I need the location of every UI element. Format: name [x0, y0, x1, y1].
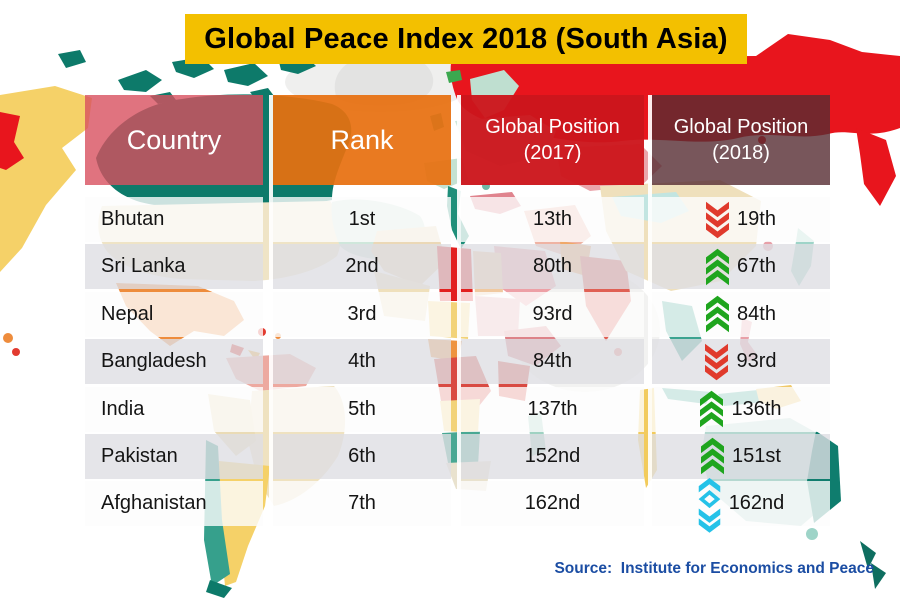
table-row: Afghanistan 7th 162nd 162nd	[0, 477, 900, 533]
position-2018-cell: 19th	[652, 197, 830, 242]
source-credit: Source: Institute for Economics and Peac…	[554, 560, 874, 577]
position-2018-value: 67th	[737, 255, 776, 278]
position-2018-cell: 162nd	[652, 477, 830, 533]
header-2017-line1: Global Position	[485, 116, 620, 138]
country-cell: India	[85, 386, 263, 432]
table-row: India 5th 137th 136th	[0, 386, 900, 432]
trend-same-icon	[698, 477, 721, 533]
page-title: Global Peace Index 2018 (South Asia)	[185, 14, 747, 64]
rank-cell: 2nd	[273, 244, 451, 290]
table-row: Bangladesh 4th 84th 93rd	[0, 339, 900, 385]
table-row: Bhutan 1st 13th 19th	[0, 197, 900, 242]
position-2018-cell: 93rd	[652, 339, 830, 385]
position-2018-cell: 151st	[652, 433, 830, 479]
header-rank: Rank	[273, 95, 451, 185]
column-divider	[648, 95, 652, 527]
table-row: Sri Lanka 2nd 80th 67th	[0, 244, 900, 290]
position-2017-cell: 152nd	[461, 433, 644, 479]
position-2018-value: 136th	[731, 397, 782, 420]
trend-up-icon	[700, 388, 724, 430]
table-rows: Bhutan 1st 13th 19th Sri Lanka 2nd 80th …	[0, 197, 900, 533]
trend-up-icon	[701, 435, 725, 477]
trend-up-icon	[706, 293, 730, 335]
country-cell: Sri Lanka	[85, 244, 263, 290]
rank-cell: 4th	[273, 339, 451, 385]
country-cell: Bangladesh	[85, 339, 263, 385]
position-2018-value: 84th	[737, 302, 776, 325]
header-country: Country	[85, 95, 263, 185]
rank-cell: 7th	[273, 481, 451, 527]
position-2018-cell: 136th	[652, 386, 830, 432]
position-2018-value: 93rd	[736, 350, 777, 373]
country-cell: Bhutan	[85, 197, 263, 242]
position-2018-cell: 84th	[652, 291, 830, 337]
position-2017-cell: 84th	[461, 339, 644, 385]
rank-cell: 3rd	[273, 291, 451, 337]
country-cell: Nepal	[85, 291, 263, 337]
trend-down-icon	[705, 341, 729, 383]
country-cell: Afghanistan	[85, 481, 263, 527]
header-2018-line2: (2018)	[712, 142, 770, 164]
table-row: Pakistan 6th 152nd 151st	[0, 433, 900, 479]
rank-cell: 6th	[273, 433, 451, 479]
header-2018-line1: Global Position	[673, 116, 809, 138]
column-divider	[269, 95, 273, 527]
position-2018-value: 162nd	[728, 492, 785, 515]
header-global-position-2017: Global Position (2017)	[461, 95, 644, 185]
position-2018-cell: 67th	[652, 244, 830, 290]
trend-down-icon	[706, 199, 730, 241]
rank-cell: 5th	[273, 386, 451, 432]
position-2018-value: 151st	[732, 444, 781, 467]
header-global-position-2018: Global Position (2018)	[652, 95, 830, 185]
position-2018-value: 19th	[737, 208, 776, 230]
country-cell: Pakistan	[85, 433, 263, 479]
trend-up-icon	[706, 246, 730, 288]
position-2017-cell: 80th	[461, 244, 644, 290]
position-2017-cell: 93rd	[461, 291, 644, 337]
header-2017-line2: (2017)	[523, 142, 582, 164]
column-divider	[457, 95, 461, 527]
table-row: Nepal 3rd 93rd 84th	[0, 291, 900, 337]
rank-cell: 1st	[273, 197, 451, 242]
position-2017-cell: 137th	[461, 386, 644, 432]
position-2017-cell: 162nd	[461, 481, 644, 527]
position-2017-cell: 13th	[461, 197, 644, 242]
